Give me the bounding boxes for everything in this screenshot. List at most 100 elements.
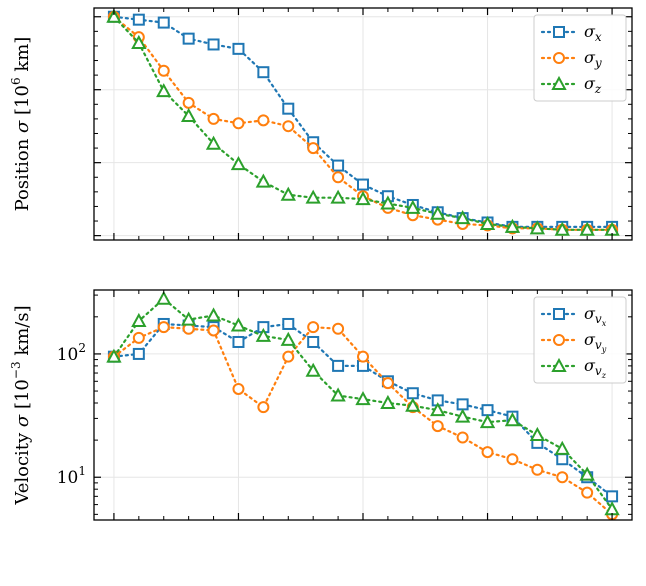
triangle-marker (554, 440, 570, 455)
triangle-marker (106, 8, 122, 23)
square-marker (556, 453, 569, 466)
y-ticks (94, 16, 632, 237)
triangle-marker (479, 414, 496, 429)
triangle-marker (131, 312, 147, 327)
legend-label: σx (584, 22, 602, 44)
triangle-marker (255, 327, 272, 342)
triangle-marker (551, 357, 567, 372)
triangle-marker (551, 75, 567, 90)
triangle-marker (380, 394, 396, 410)
legend: σx σy σz (533, 14, 627, 102)
circle-marker (307, 142, 320, 155)
triangle-marker (579, 466, 595, 481)
triangle-marker (454, 408, 471, 423)
square-marker (207, 38, 220, 51)
triangle-marker (380, 195, 396, 210)
legend-label: σvx (584, 304, 607, 328)
square-marker (307, 335, 320, 348)
legend-item: σvz (540, 356, 607, 380)
triangle-marker (255, 173, 272, 188)
series-line (112, 15, 614, 228)
circle-marker (157, 64, 170, 77)
circle-marker (207, 112, 220, 125)
square-marker (282, 102, 295, 115)
circle-marker (332, 171, 345, 184)
series-line (112, 15, 614, 231)
triangle-marker (355, 191, 371, 206)
triangle-marker (430, 402, 446, 417)
triangle-marker (156, 83, 172, 98)
triangle-marker (205, 135, 222, 150)
circle-marker (132, 331, 145, 344)
circle-marker (553, 52, 565, 64)
triangle-marker (106, 348, 122, 363)
position-panel: Position σ [106 km] σx σy σz (9, 7, 633, 241)
circle-marker (553, 334, 565, 346)
series-z (106, 8, 620, 236)
square-marker (332, 159, 345, 172)
triangle-marker (355, 391, 371, 406)
legend-label: σy (584, 48, 602, 70)
triangle-marker (305, 189, 321, 204)
circle-marker (307, 321, 320, 334)
series-y (107, 321, 619, 521)
triangle-marker (430, 205, 446, 220)
triangle-marker (180, 107, 197, 122)
triangle-marker (405, 397, 421, 412)
square-marker (232, 335, 245, 348)
y-axis-label: Position σ [106 km] (9, 37, 33, 212)
square-marker (606, 490, 619, 503)
circle-marker (332, 322, 345, 335)
triangle-marker (280, 186, 296, 201)
circle-marker (282, 350, 295, 363)
triangle-marker (156, 290, 172, 305)
triangle-marker (131, 34, 147, 50)
square-marker (132, 347, 145, 360)
legend-item: σvy (540, 330, 607, 354)
triangle-marker (280, 331, 296, 346)
square-marker (257, 66, 270, 79)
circle-marker (282, 120, 295, 133)
triangle-marker (529, 220, 546, 235)
circle-marker (481, 446, 494, 459)
square-marker (553, 308, 565, 320)
triangle-marker (305, 362, 321, 377)
circle-marker (207, 324, 220, 337)
legend-label: σvz (584, 356, 607, 380)
triangle-marker (504, 218, 521, 233)
circle-marker (157, 321, 170, 334)
triangle-marker (330, 387, 346, 402)
circle-marker (182, 96, 195, 109)
circle-marker (456, 431, 469, 444)
triangle-marker (479, 215, 496, 230)
square-marker (357, 178, 369, 191)
triangle-marker (180, 311, 197, 326)
circle-marker (381, 377, 394, 390)
circle-marker (431, 420, 444, 433)
legend-label: σvy (584, 330, 607, 354)
triangle-marker (554, 221, 570, 236)
square-marker (157, 16, 170, 29)
triangle-marker (454, 210, 471, 225)
legend-item: σvx (540, 304, 607, 328)
circle-marker (232, 382, 245, 395)
triangle-marker (529, 426, 546, 442)
square-marker (553, 26, 565, 38)
square-marker (481, 404, 494, 417)
triangle-marker (230, 156, 247, 171)
legend-item: σz (540, 74, 602, 96)
square-marker (132, 13, 145, 26)
square-marker (232, 42, 245, 55)
legend-item: σy (540, 48, 602, 70)
legend-label: σz (584, 74, 602, 96)
square-marker (182, 32, 195, 45)
circle-marker (581, 486, 594, 499)
x-ticks (113, 8, 613, 240)
legend-item: σx (540, 22, 602, 44)
circle-marker (257, 401, 270, 414)
triangle-marker (579, 221, 595, 236)
y-ticks: 101 102 (57, 294, 632, 515)
